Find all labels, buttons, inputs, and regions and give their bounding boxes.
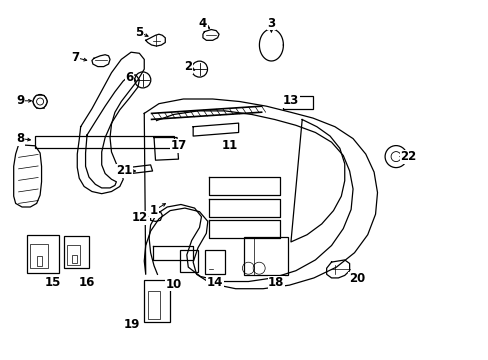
Text: 16: 16 [78,276,95,289]
Bar [180,250,198,272]
Bar [144,280,170,322]
Text: 8: 8 [17,132,24,145]
Bar [243,237,287,275]
Bar [66,244,80,265]
Bar [205,250,225,274]
Bar [30,244,48,268]
Text: 5: 5 [135,26,143,39]
Bar [147,291,160,319]
Text: 12: 12 [131,211,147,224]
Text: 13: 13 [282,94,299,107]
Text: 15: 15 [44,276,61,289]
Text: 19: 19 [123,318,140,331]
Text: 3: 3 [267,17,275,30]
Bar [282,96,312,109]
Bar [72,255,77,263]
Text: 1: 1 [150,204,158,217]
Text: 6: 6 [125,71,133,84]
Text: 17: 17 [170,139,186,152]
Text: 20: 20 [348,273,365,285]
Text: 9: 9 [17,94,24,107]
Text: 4: 4 [199,17,206,30]
Bar [35,136,173,148]
Text: 22: 22 [399,150,416,163]
Text: 10: 10 [165,278,182,291]
Text: 11: 11 [221,139,238,152]
Text: 2: 2 [184,60,192,73]
Text: 14: 14 [206,276,223,289]
Text: 21: 21 [116,165,133,177]
Text: 7: 7 [72,51,80,64]
Text: 18: 18 [267,276,284,289]
Bar [63,236,88,268]
Bar [27,235,59,273]
Bar [37,256,41,266]
